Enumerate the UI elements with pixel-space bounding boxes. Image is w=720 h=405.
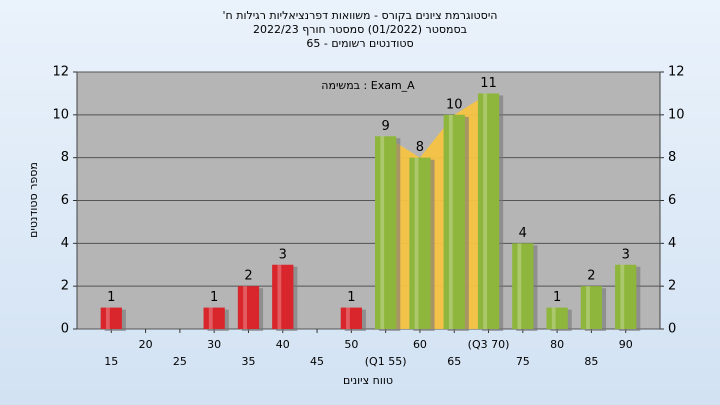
title-line: בסמסטר (01/2022) סמסטר חורף 2022/23	[253, 23, 467, 36]
bar-highlight	[243, 286, 247, 329]
value-label: 1	[347, 290, 355, 305]
x-tick-label: 20	[139, 338, 153, 351]
value-label: 8	[416, 140, 424, 155]
x-tick-label: 60	[413, 338, 427, 351]
value-label: 1	[210, 290, 218, 305]
bar	[375, 136, 397, 329]
bar	[340, 307, 362, 329]
y2-tick-label: 8	[668, 150, 676, 165]
bar	[546, 307, 568, 329]
y2-tick-label: 10	[668, 107, 685, 122]
x-tick-label: 65	[447, 355, 461, 368]
y-tick-label: 6	[61, 193, 69, 208]
bar-highlight	[586, 286, 590, 329]
y-tick-label: 4	[61, 236, 69, 251]
value-label: 10	[446, 97, 463, 112]
x-axis-label: טווח ציונים	[343, 374, 393, 387]
x-tick-label: 35	[241, 355, 255, 368]
bar-highlight	[346, 307, 350, 329]
x-tick-label: 15	[104, 355, 118, 368]
bar	[477, 93, 500, 330]
title-line: סטודנטים רשומים - 65	[306, 37, 413, 50]
x-tick-label: 85	[584, 355, 598, 368]
bar-highlight	[277, 264, 282, 329]
x-tick-label: 75	[516, 355, 530, 368]
x-tick-label: 50	[344, 338, 358, 351]
x-tick-label: 80	[550, 338, 564, 351]
y-tick-label: 0	[61, 322, 69, 337]
value-label: 3	[622, 247, 630, 262]
value-label: 3	[279, 247, 287, 262]
y-tick-label: 8	[61, 150, 69, 165]
bar-highlight	[483, 93, 488, 330]
y2-tick-label: 4	[668, 236, 676, 251]
x-tick-label: 25	[173, 355, 187, 368]
bar	[580, 286, 603, 329]
value-label: 2	[587, 269, 595, 284]
bar-highlight	[380, 136, 385, 329]
x-tick-label: 30	[207, 338, 221, 351]
x-tick-label: 45	[310, 355, 324, 368]
bar	[409, 157, 431, 329]
bar-highlight	[448, 114, 453, 329]
bar	[615, 264, 637, 329]
y2-tick-label: 12	[668, 65, 685, 80]
y2-tick-label: 2	[668, 279, 676, 294]
bar-highlight	[620, 264, 625, 329]
bar	[237, 286, 260, 329]
value-label: 11	[480, 76, 497, 91]
annotation: במשימה : Exam_A	[321, 79, 415, 92]
bar	[272, 264, 294, 329]
x-tick-label: (Q1 55)	[365, 355, 407, 368]
bar-highlight	[551, 307, 556, 329]
x-tick-label: 40	[276, 338, 290, 351]
value-label: 1	[553, 290, 561, 305]
bar	[443, 114, 465, 329]
value-label: 2	[244, 269, 252, 284]
bar-highlight	[517, 243, 522, 329]
value-label: 9	[382, 119, 390, 134]
bar	[203, 307, 225, 329]
y-axis-label: מספר סטודנטים	[27, 162, 40, 238]
bar-highlight	[208, 307, 213, 329]
y2-tick-label: 0	[668, 322, 676, 337]
x-tick-label: (Q3 70)	[468, 338, 510, 351]
y2-tick-label: 6	[668, 193, 676, 208]
title-line: היסטוגרמת ציונים בקורס - משוואות דפרנציא…	[223, 9, 498, 22]
value-label: 4	[519, 226, 527, 241]
value-label: 1	[107, 290, 115, 305]
x-tick-label: 90	[619, 338, 633, 351]
y-tick-label: 2	[61, 279, 69, 294]
y-tick-label: 10	[52, 107, 69, 122]
bar	[100, 307, 122, 329]
bar	[512, 243, 534, 329]
y-tick-label: 12	[52, 65, 69, 80]
bar-highlight	[414, 157, 419, 329]
bar-highlight	[105, 307, 110, 329]
